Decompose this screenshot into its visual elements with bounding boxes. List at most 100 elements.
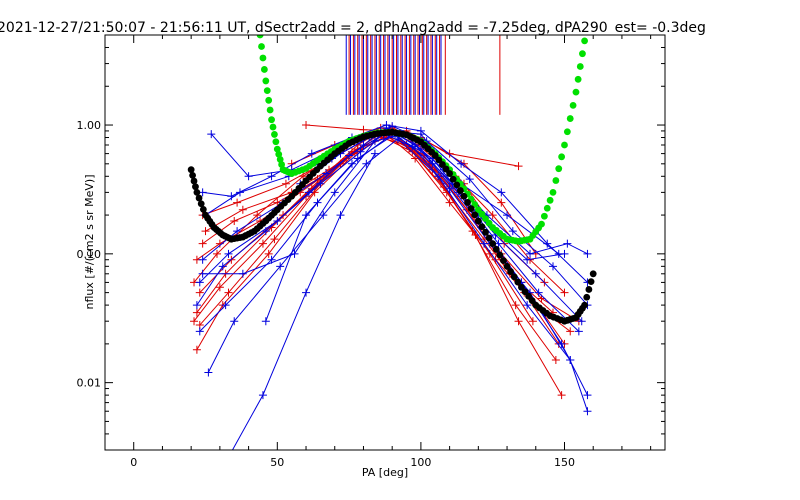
data-point-blue <box>204 368 213 377</box>
data-point-red <box>258 239 267 248</box>
x-tick-label: 50 <box>270 456 284 469</box>
fit-curve-black-point <box>199 205 207 213</box>
fit-curve-green-point <box>543 204 551 212</box>
fit-curve-black-point <box>581 301 588 309</box>
data-point-red <box>230 216 239 225</box>
fit-curve-black-point <box>589 270 597 278</box>
fit-curve-black-point <box>500 257 507 265</box>
data-point-blue <box>195 327 204 336</box>
fit-curve-black-point <box>478 223 486 231</box>
data-point-blue <box>523 255 532 264</box>
data-point-red <box>192 345 201 354</box>
data-point-blue <box>457 159 466 168</box>
fit-curve-green-point <box>563 128 571 136</box>
fit-curve-black-point <box>503 262 511 270</box>
fit-curve-green-point <box>269 123 277 131</box>
fit-curve-green-point <box>265 96 273 104</box>
data-point-red <box>213 249 221 258</box>
data-point-blue <box>577 317 586 326</box>
data-point-red <box>566 327 575 336</box>
data-point-red <box>514 317 523 326</box>
data-point-blue <box>583 391 592 400</box>
fit-curve-black-point <box>583 293 591 301</box>
data-point-blue <box>238 269 247 278</box>
axes: 0 50 100 150 0.01 0.10 1.00 <box>77 34 665 469</box>
series-line-blue <box>199 133 588 396</box>
fit-curve-green-point <box>552 177 560 184</box>
data-point-red <box>201 227 210 236</box>
data-point-red <box>233 198 242 207</box>
fit-curve-black-point <box>467 205 475 213</box>
fit-curve-green-point <box>540 212 548 220</box>
data-point-blue <box>497 188 506 197</box>
fit-curve-green-point <box>275 150 283 158</box>
data-point-blue <box>574 327 583 336</box>
data-point-blue <box>330 188 339 197</box>
fit-curve-black-point <box>492 245 500 253</box>
fit-curve-green-point <box>574 75 582 83</box>
fit-curve-black-point <box>190 177 198 185</box>
fit-curve-green-point <box>258 43 265 50</box>
data-point-blue <box>566 355 575 364</box>
data-point-blue <box>227 192 236 201</box>
fit-curve-green-point <box>268 116 275 124</box>
data-point-blue <box>302 211 311 220</box>
fit-curve-green-point <box>276 156 284 163</box>
fit-curve-green-point <box>263 87 271 95</box>
data-point-blue <box>198 255 207 264</box>
data-point-red <box>302 121 311 130</box>
data-point-blue <box>304 188 313 197</box>
data-point-blue <box>508 227 517 236</box>
data-point-red <box>198 239 207 248</box>
data-point-blue <box>261 317 270 326</box>
fit-curve-black-point <box>510 273 518 281</box>
data-point-red <box>270 235 279 244</box>
fit-curve-green-point <box>256 35 264 39</box>
y-tick-label: 0.10 <box>77 248 102 261</box>
y-tick-label: 0.01 <box>77 377 102 390</box>
data-point-blue <box>347 159 356 168</box>
fit-curve-black-point <box>489 240 497 248</box>
data-point-blue <box>583 407 592 416</box>
fit-curve-green-point <box>272 138 280 146</box>
fit-curve-green-point <box>549 188 557 196</box>
data-point-blue <box>267 172 276 181</box>
series-line-blue <box>196 133 571 361</box>
data-point-red <box>238 205 247 214</box>
fit-curve-black-point <box>446 170 454 177</box>
data-point-blue <box>224 249 233 258</box>
fit-curve-black-point <box>587 278 595 286</box>
data-point-blue <box>531 269 540 278</box>
data-point-red <box>281 179 290 188</box>
data-point-blue <box>549 262 557 271</box>
fit-curve-black-point <box>485 234 493 242</box>
fit-curve-green-point <box>259 54 267 62</box>
data-point-red <box>445 198 454 207</box>
x-tick-label: 100 <box>410 456 431 469</box>
data-point-blue <box>198 269 207 278</box>
fit-curve-black-point <box>195 194 203 202</box>
fit-curve-green-point <box>260 66 268 73</box>
data-point-blue <box>503 211 512 220</box>
plot-area <box>187 35 597 450</box>
fit-curve-black-point <box>189 171 196 179</box>
fit-curve-green-point <box>569 101 577 109</box>
data-point-red <box>195 288 204 297</box>
fit-curve-black-point <box>507 268 515 275</box>
fit-curve-black-point <box>482 228 489 236</box>
fit-curve-black-point <box>496 251 504 259</box>
data-point-blue <box>356 147 365 156</box>
series-line-red <box>196 131 557 361</box>
fit-curve-black-point <box>197 200 205 208</box>
fit-curve-black-point <box>187 166 195 174</box>
data-point-blue <box>416 130 425 139</box>
data-point-blue <box>534 288 543 297</box>
data-point-blue <box>336 211 345 220</box>
data-point-blue <box>221 301 230 310</box>
data-point-blue <box>258 391 267 400</box>
data-point-blue <box>554 249 563 258</box>
data-point-blue <box>583 249 592 258</box>
data-point-red <box>528 317 537 326</box>
x-tick-label: 0 <box>130 456 137 469</box>
